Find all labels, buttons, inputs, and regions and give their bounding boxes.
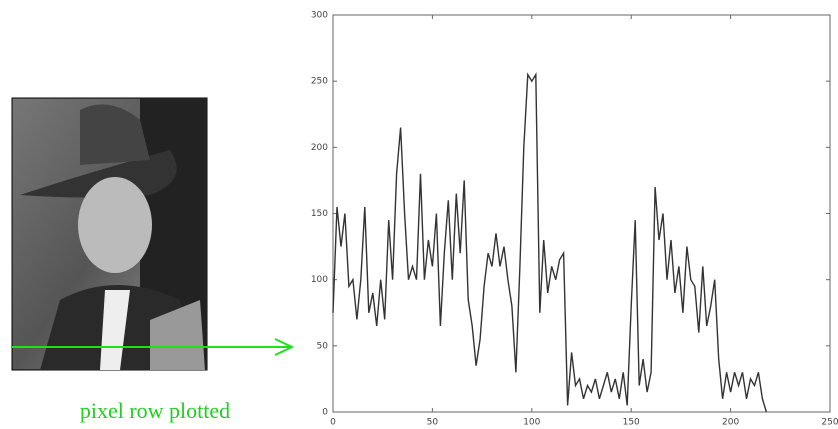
y-tick-label: 50 xyxy=(317,341,329,351)
y-tick-label: 250 xyxy=(311,77,328,87)
x-tick-label: 100 xyxy=(523,418,540,428)
x-tick-label: 250 xyxy=(821,418,838,428)
caption: pixel row plotted xyxy=(80,398,230,423)
x-tick-label: 50 xyxy=(427,418,439,428)
x-tick-label: 0 xyxy=(330,418,336,428)
y-tick-label: 300 xyxy=(311,11,328,21)
x-tick-label: 200 xyxy=(722,418,739,428)
x-tick-label: 150 xyxy=(623,418,640,428)
y-tick-label: 0 xyxy=(322,408,328,418)
y-tick-label: 100 xyxy=(311,275,328,285)
y-tick-label: 150 xyxy=(311,209,328,219)
data-line xyxy=(332,72,768,413)
y-tick-label: 200 xyxy=(311,143,328,153)
photo xyxy=(11,97,208,371)
arrow xyxy=(12,338,295,356)
plot-frame xyxy=(332,14,831,413)
